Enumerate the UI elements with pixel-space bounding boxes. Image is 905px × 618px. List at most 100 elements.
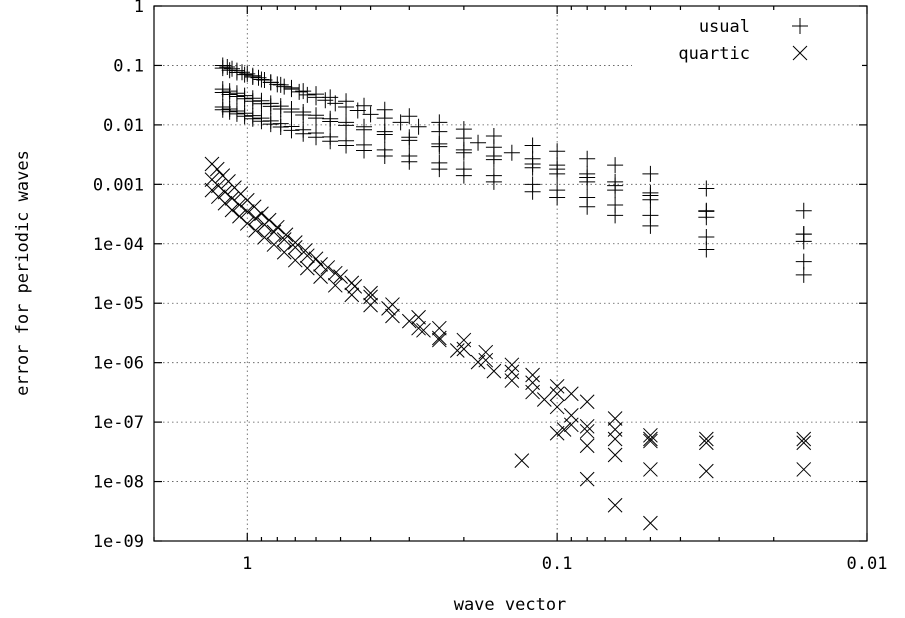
data-point-quartic — [224, 191, 240, 206]
data-point-usual — [579, 198, 596, 215]
data-point-usual — [401, 153, 418, 170]
data-point-usual — [262, 116, 279, 133]
x-tick-label: 0.01 — [847, 554, 888, 574]
data-point-usual — [356, 121, 373, 138]
data-point-quartic — [269, 219, 285, 235]
data-point-usual — [549, 165, 566, 182]
data-point-usual — [221, 86, 238, 103]
data-point-usual — [338, 137, 355, 154]
data-point-usual — [356, 142, 373, 159]
data-point-usual — [262, 74, 279, 91]
data-point-usual — [431, 161, 448, 178]
data-point-usual — [401, 108, 418, 125]
data-point-usual — [236, 66, 253, 83]
y-tick-label: 0.01 — [103, 116, 144, 136]
data-point-quartic — [257, 230, 272, 245]
data-point-usual — [579, 150, 596, 167]
data-point-usual — [470, 134, 487, 151]
y-tick-label: 1 — [134, 0, 144, 17]
data-point-usual — [221, 103, 238, 120]
data-point-quartic — [549, 425, 565, 441]
data-point-quartic — [514, 453, 530, 468]
data-point-quartic — [287, 240, 303, 255]
data-point-usual — [524, 159, 541, 176]
data-point-quartic — [607, 447, 623, 463]
data-point-quartic — [579, 438, 595, 454]
legend-background — [632, 10, 862, 68]
data-point-usual — [485, 151, 502, 168]
data-point-quartic — [363, 289, 378, 305]
data-point-quartic — [698, 463, 714, 479]
data-point-usual — [410, 118, 427, 135]
data-point-usual — [244, 68, 261, 85]
legend-label-quartic: quartic — [678, 44, 750, 64]
data-point-usual — [503, 144, 520, 161]
data-point-quartic — [643, 462, 658, 477]
data-point-quartic — [504, 364, 520, 380]
data-point-quartic — [486, 363, 502, 379]
y-tick-label: 1e-07 — [93, 413, 144, 433]
data-point-usual — [228, 88, 245, 105]
data-point-quartic — [363, 297, 378, 313]
data-point-quartic — [248, 210, 263, 226]
data-point-quartic — [266, 224, 282, 240]
series-usual — [214, 57, 812, 283]
data-point-usual — [228, 64, 245, 81]
data-point-usual — [272, 76, 289, 93]
data-point-quartic — [257, 217, 272, 232]
data-point-usual — [376, 126, 393, 143]
data-point-usual — [431, 114, 448, 131]
data-point-quartic — [504, 357, 520, 373]
data-point-usual — [376, 101, 393, 118]
data-point-quartic — [287, 235, 303, 250]
x-axis-tick-labels: 1 0.1 0.01 — [242, 554, 887, 574]
data-point-quartic — [579, 418, 595, 434]
legend-marker-quartic — [792, 45, 808, 61]
data-point-quartic — [607, 422, 623, 437]
data-point-usual — [272, 119, 289, 136]
data-point-quartic — [344, 287, 360, 303]
y-tick-label: 1e-06 — [93, 354, 144, 374]
legend: usual quartic — [632, 10, 862, 68]
x-axis-label: wave vector — [454, 595, 567, 615]
data-point-usual — [283, 122, 300, 139]
data-point-usual — [642, 191, 659, 208]
data-point-usual — [642, 217, 659, 234]
data-point-quartic — [607, 411, 623, 426]
data-point-usual — [431, 138, 448, 155]
data-point-quartic — [416, 322, 431, 338]
y-tick-label: 1e-04 — [93, 235, 144, 255]
data-point-quartic — [536, 392, 552, 407]
data-point-usual — [322, 113, 339, 130]
data-point-quartic — [579, 423, 595, 439]
data-point-quartic — [232, 208, 247, 224]
data-point-usual — [276, 78, 293, 95]
data-point-usual — [362, 106, 379, 123]
data-point-usual — [392, 114, 409, 131]
data-point-usual — [236, 108, 253, 125]
grid-lines — [154, 6, 867, 541]
data-point-usual — [524, 183, 541, 200]
y-axis-label: error for periodic waves — [13, 150, 33, 396]
data-point-quartic — [363, 285, 378, 301]
data-point-quartic — [504, 373, 520, 388]
data-point-usual — [214, 101, 231, 118]
data-point-usual — [579, 173, 596, 190]
data-point-quartic — [549, 399, 565, 415]
x-tick-label: 0.1 — [542, 554, 573, 574]
data-point-usual — [262, 98, 279, 115]
data-point-usual — [308, 110, 325, 127]
data-point-usual — [322, 133, 339, 150]
data-point-usual — [607, 182, 624, 199]
data-point-usual — [322, 89, 339, 106]
y-tick-label: 0.1 — [113, 56, 144, 76]
data-point-usual — [214, 84, 231, 101]
data-point-quartic — [643, 433, 658, 449]
data-point-usual — [698, 180, 715, 197]
data-point-quartic — [698, 435, 714, 451]
plot-frame — [153, 5, 868, 542]
data-point-quartic — [796, 431, 812, 447]
data-point-quartic — [525, 375, 540, 391]
data-point-quartic — [431, 332, 447, 348]
data-point-quartic — [239, 216, 255, 231]
